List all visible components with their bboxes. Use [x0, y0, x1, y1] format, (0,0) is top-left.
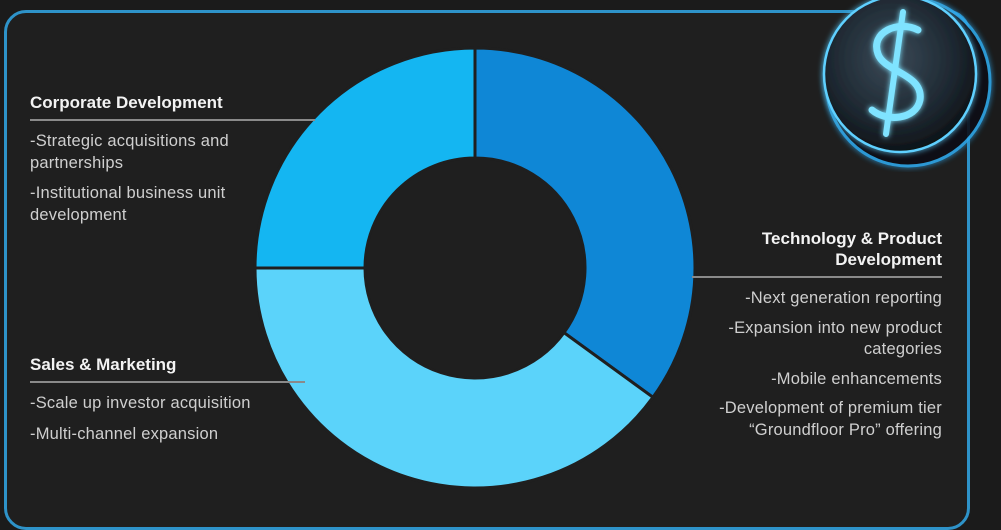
- tech-item: -Development of premium tier “Groundfloo…: [719, 399, 942, 439]
- corporate-development-title: Corporate Development: [30, 93, 223, 112]
- technology-product-divider: [692, 276, 942, 278]
- slice-technology-product: [473, 46, 697, 400]
- corporate-item: -Institutional business unit development: [30, 184, 226, 224]
- sales-marketing-divider: [30, 381, 305, 383]
- tech-item: -Mobile enhancements: [771, 369, 942, 388]
- tech-item: -Expansion into new product categories: [728, 318, 942, 359]
- slice-corporate-development: [253, 46, 477, 270]
- sales-marketing-title: Sales & Marketing: [30, 355, 177, 374]
- tech-item: -Next generation reporting: [745, 289, 942, 307]
- sales-marketing-section: Sales & Marketing -Scale up investor acq…: [30, 354, 305, 454]
- technology-product-section: Technology & Product Development -Next g…: [692, 228, 942, 449]
- corporate-development-section: Corporate Development -Strategic acquisi…: [30, 92, 315, 235]
- donut-hole: [366, 159, 584, 377]
- dollar-coin-icon: [808, 0, 998, 172]
- corporate-item: -Strategic acquisitions and partnerships: [30, 132, 229, 172]
- sales-item: -Multi-channel expansion: [30, 424, 219, 443]
- technology-product-title: Technology & Product Development: [761, 229, 942, 269]
- sales-item: -Scale up investor acquisition: [30, 394, 251, 412]
- donut-chart: [253, 46, 697, 490]
- corporate-development-divider: [30, 119, 315, 121]
- slice-sales-marketing: [253, 266, 656, 490]
